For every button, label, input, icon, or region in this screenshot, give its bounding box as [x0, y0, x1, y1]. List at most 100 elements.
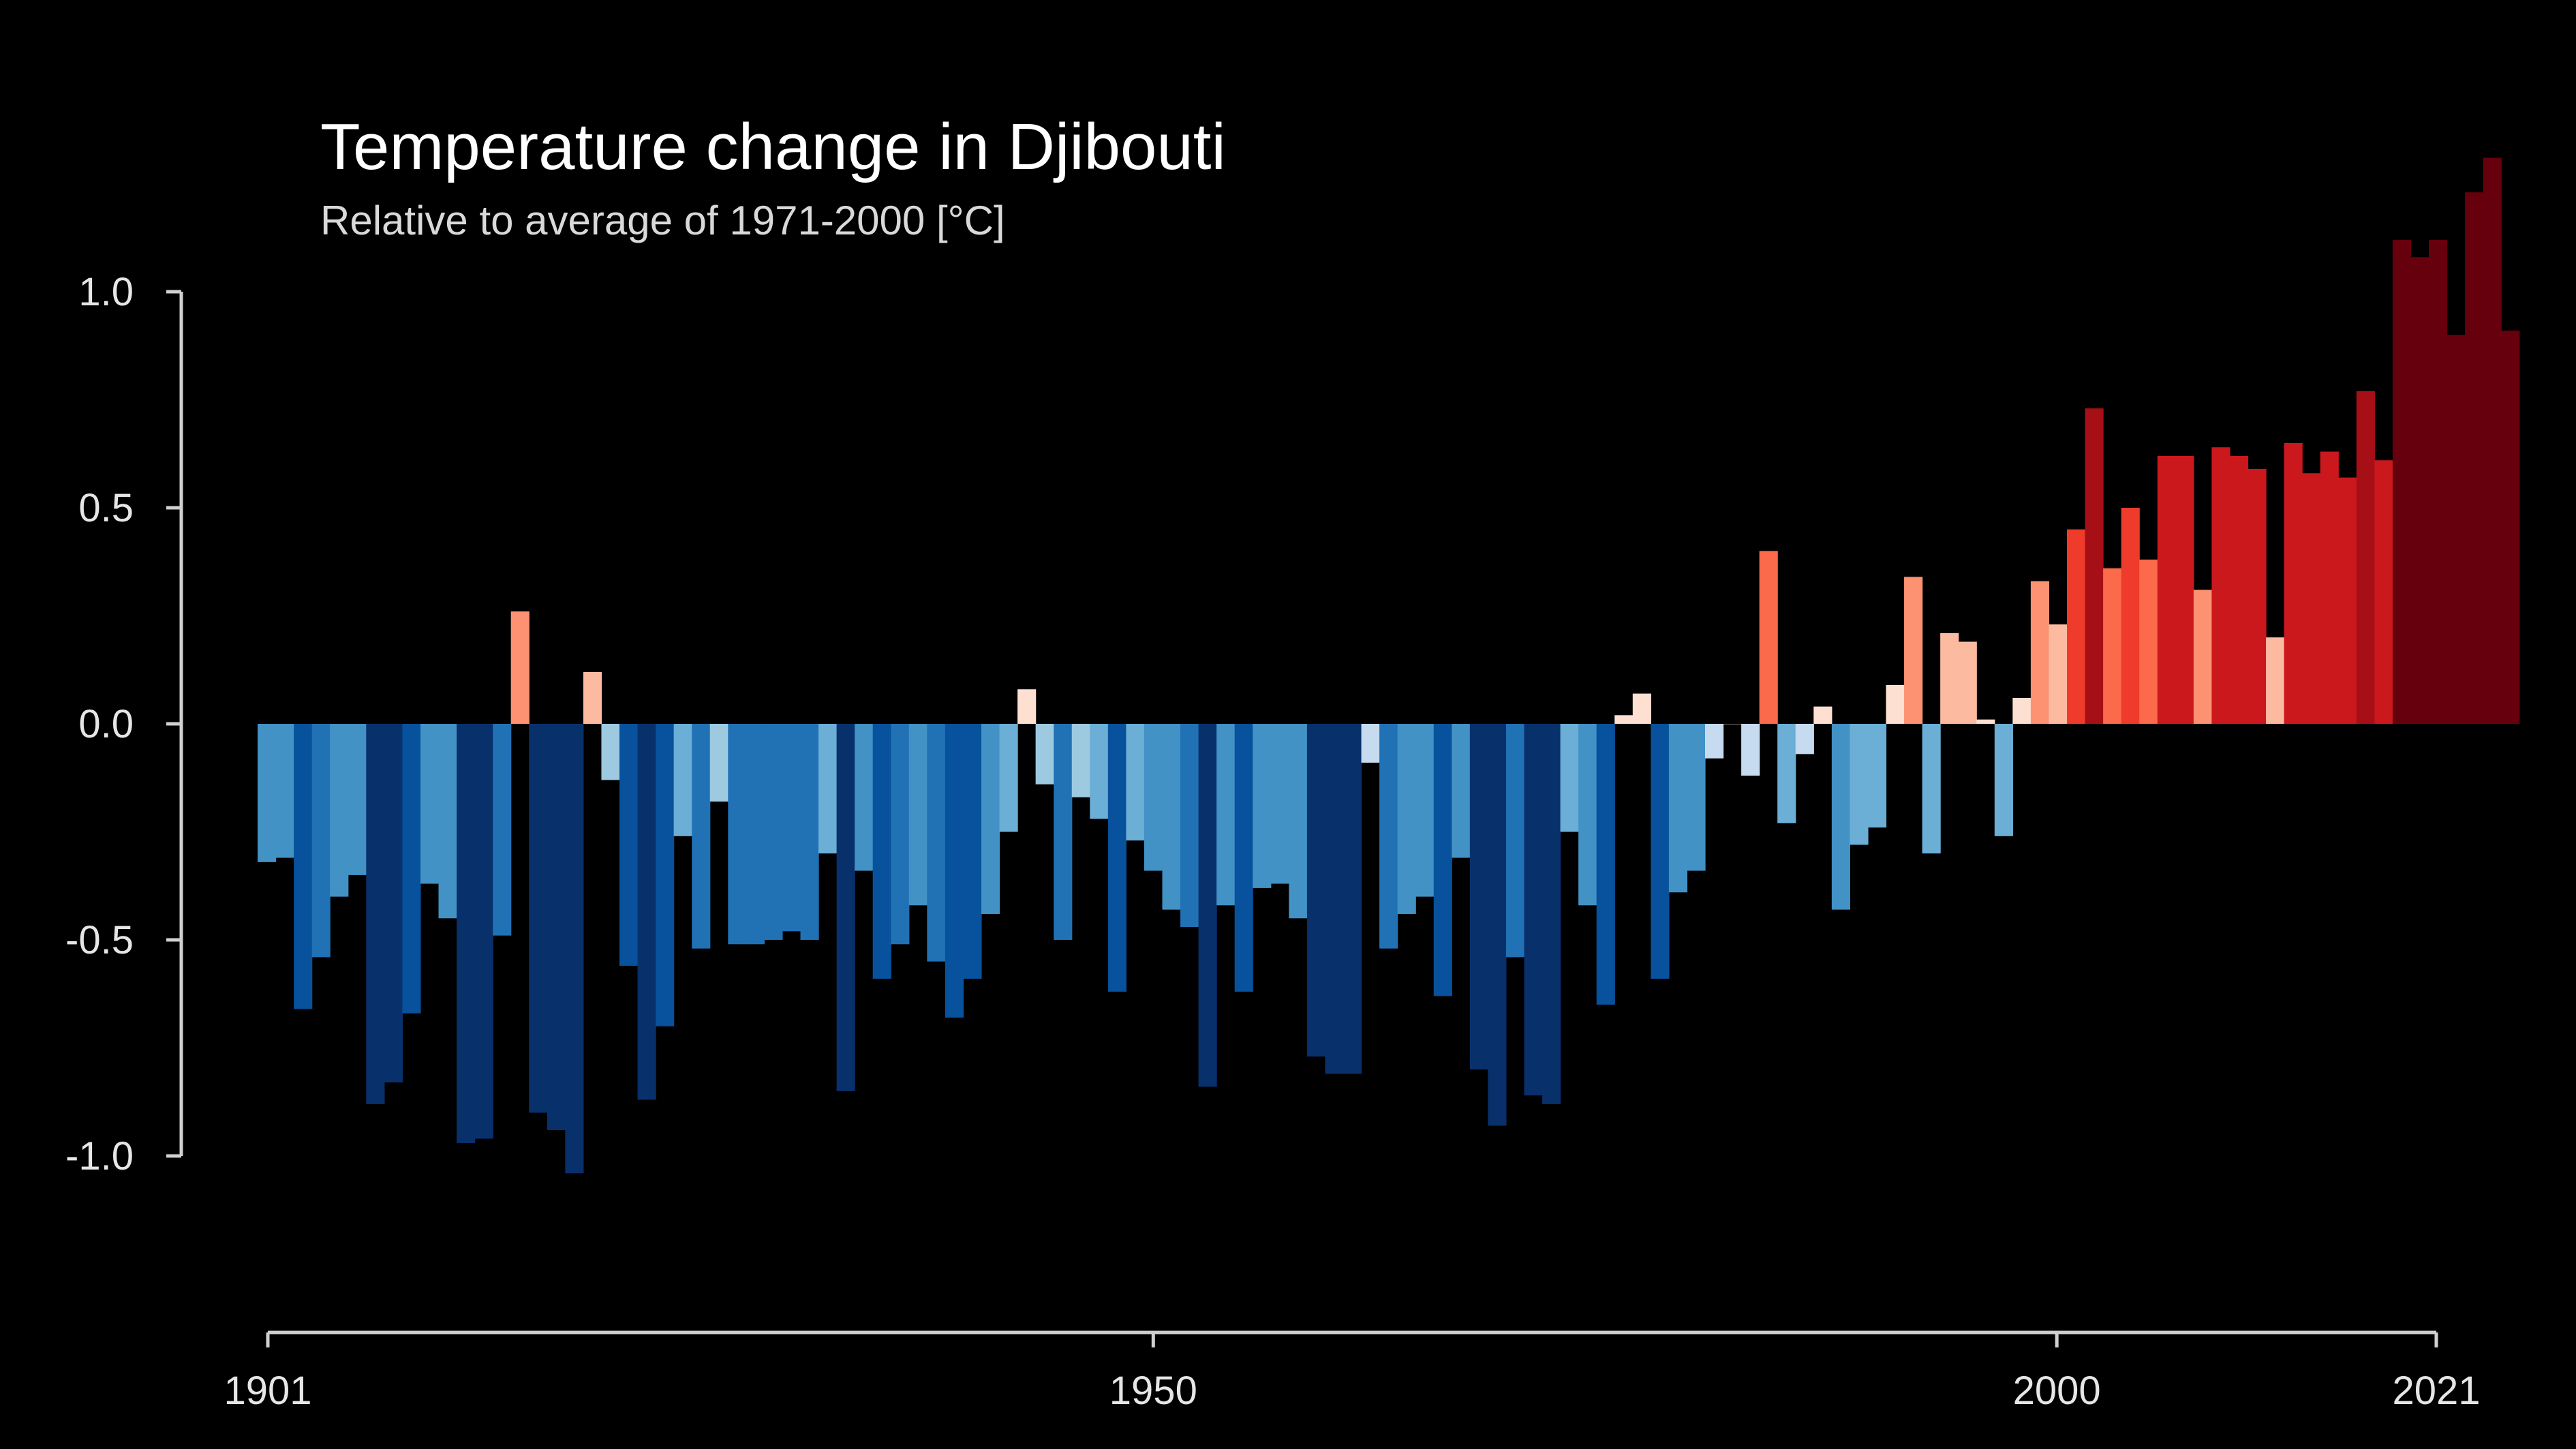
- bar-1954: [1216, 724, 1236, 906]
- bar-1983: [1741, 724, 1760, 776]
- bar-1921: [619, 724, 639, 966]
- bar-1902: [275, 724, 294, 858]
- bar-1953: [1198, 724, 1217, 1087]
- bar-1976: [1614, 715, 1634, 724]
- bar-1917: [547, 724, 566, 1130]
- bar-1935: [872, 724, 891, 979]
- y-tick-label: 0.5: [78, 486, 134, 530]
- bar-1990: [1867, 724, 1887, 828]
- bar-1971: [1524, 724, 1543, 1096]
- bar-1930: [782, 724, 801, 932]
- bar-1950: [1144, 724, 1163, 871]
- y-tick-label: -0.5: [65, 918, 134, 962]
- bar-2022: [2447, 335, 2466, 724]
- bar-1952: [1180, 724, 1199, 927]
- bar-1956: [1253, 724, 1272, 888]
- bar-1981: [1705, 724, 1724, 759]
- bar-2025: [2501, 331, 2520, 724]
- bar-1916: [529, 724, 548, 1113]
- bar-1972: [1542, 724, 1561, 1104]
- bar-2021: [2429, 239, 2448, 724]
- bar-1991: [1886, 684, 1905, 724]
- bar-1978: [1651, 724, 1670, 979]
- bar-1980: [1687, 724, 1706, 871]
- bar-1910: [420, 724, 440, 884]
- bar-1997: [1994, 724, 2013, 836]
- bar-2006: [2157, 455, 2176, 724]
- bar-1926: [709, 724, 729, 802]
- bar-1979: [1668, 724, 1688, 893]
- x-tick-label: 1950: [1109, 1369, 1197, 1413]
- bar-1939: [945, 724, 964, 1018]
- bar-1912: [457, 724, 476, 1143]
- bar-1977: [1632, 693, 1651, 724]
- bar-1948: [1107, 724, 1126, 992]
- bar-1961: [1343, 724, 1362, 1074]
- bar-1937: [908, 724, 927, 906]
- bar-1962: [1361, 724, 1380, 763]
- bar-1966: [1433, 724, 1452, 996]
- bar-1938: [927, 724, 946, 962]
- bar-1914: [493, 724, 512, 936]
- bar-1968: [1469, 724, 1488, 1070]
- y-tick-label: 0.0: [78, 702, 134, 746]
- bar-1922: [637, 724, 656, 1100]
- y-tick-label: 1.0: [78, 270, 134, 314]
- bar-1933: [836, 724, 855, 1091]
- bar-1932: [818, 724, 838, 854]
- bar-1999: [2030, 581, 2050, 724]
- bar-1965: [1415, 724, 1435, 897]
- bar-1919: [583, 671, 602, 724]
- bar-1905: [330, 724, 349, 897]
- bar-1944: [1035, 724, 1054, 784]
- bar-1995: [1958, 641, 1977, 724]
- bar-1942: [999, 724, 1018, 832]
- bar-1907: [366, 724, 385, 1104]
- bar-1908: [384, 724, 403, 1083]
- bar-1920: [601, 724, 620, 780]
- bar-2007: [2175, 455, 2194, 724]
- bar-1998: [2012, 697, 2031, 724]
- bar-2024: [2483, 157, 2502, 724]
- bar-1901: [258, 724, 277, 862]
- bar-1929: [764, 724, 783, 940]
- x-axis: 1901 1950 2000 2021: [224, 1330, 2481, 1413]
- bar-2000: [2049, 624, 2068, 724]
- bar-1984: [1759, 551, 1778, 724]
- x-tick-label: 2000: [2013, 1369, 2101, 1413]
- bar-1959: [1306, 724, 1326, 1057]
- bar-1993: [1922, 724, 1941, 854]
- bar-1974: [1578, 724, 1597, 906]
- bar-1970: [1505, 724, 1525, 958]
- bar-1988: [1831, 724, 1850, 910]
- bar-2014: [2302, 473, 2321, 724]
- bar-1960: [1325, 724, 1344, 1074]
- bar-1951: [1162, 724, 1181, 910]
- bar-2005: [2139, 560, 2158, 724]
- bar-2013: [2284, 442, 2303, 724]
- bar-2001: [2067, 529, 2086, 724]
- x-tick-label: 1901: [224, 1369, 311, 1413]
- bar-1903: [294, 724, 313, 1009]
- y-tick-label: -1.0: [65, 1134, 134, 1178]
- bar-1934: [855, 724, 874, 871]
- bar-2019: [2392, 239, 2412, 724]
- bar-1943: [1017, 689, 1037, 724]
- bar-1973: [1560, 724, 1579, 832]
- bar-2015: [2320, 451, 2339, 724]
- bar-1985: [1777, 724, 1796, 823]
- bar-1925: [692, 724, 711, 949]
- chart-subtitle: Relative to average of 1971-2000 [°C]: [320, 198, 1005, 243]
- bar-1975: [1596, 724, 1615, 1005]
- bar-1957: [1270, 724, 1289, 884]
- bar-2011: [2248, 468, 2267, 724]
- bar-1967: [1452, 724, 1471, 858]
- bar-1936: [891, 724, 910, 945]
- bar-1906: [348, 724, 367, 875]
- bar-2023: [2465, 192, 2484, 724]
- bar-1923: [656, 724, 675, 1026]
- bar-1986: [1795, 724, 1814, 754]
- bar-1958: [1289, 724, 1308, 919]
- bar-2020: [2410, 257, 2429, 724]
- bar-1949: [1126, 724, 1145, 841]
